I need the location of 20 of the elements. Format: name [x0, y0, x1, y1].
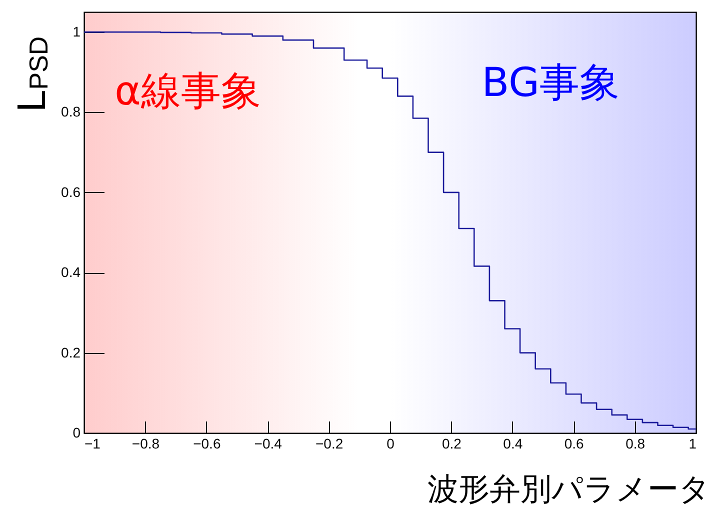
y-tick-label: 0.6 [61, 184, 81, 200]
x-tick-label: 0.8 [626, 436, 646, 452]
x-tick-label: 0.6 [564, 436, 584, 452]
x-tick-label: −0.4 [254, 436, 282, 452]
x-tick-label: 1 [688, 436, 697, 452]
y-tick-label: 0 [72, 424, 81, 440]
x-tick-label: 0 [386, 436, 395, 452]
x-axis-title: 波形弁別パラメータ [428, 472, 710, 508]
y-tick-label: 1 [72, 24, 81, 40]
y-tick-label: 0.2 [61, 344, 81, 360]
x-tick-label: −0.6 [193, 436, 221, 452]
y-tick-label: 0.8 [61, 104, 81, 120]
x-tick-label: −1 [84, 436, 101, 452]
annotation: α線事象 [114, 68, 261, 115]
x-tick-label: −0.2 [315, 436, 344, 452]
x-tick-label: 0.2 [442, 436, 462, 452]
x-tick-label: 0.4 [503, 436, 523, 452]
x-tick-label: −0.8 [132, 436, 160, 452]
y-tick-label: 0.4 [61, 264, 81, 280]
annotation: BG事象 [482, 60, 620, 106]
